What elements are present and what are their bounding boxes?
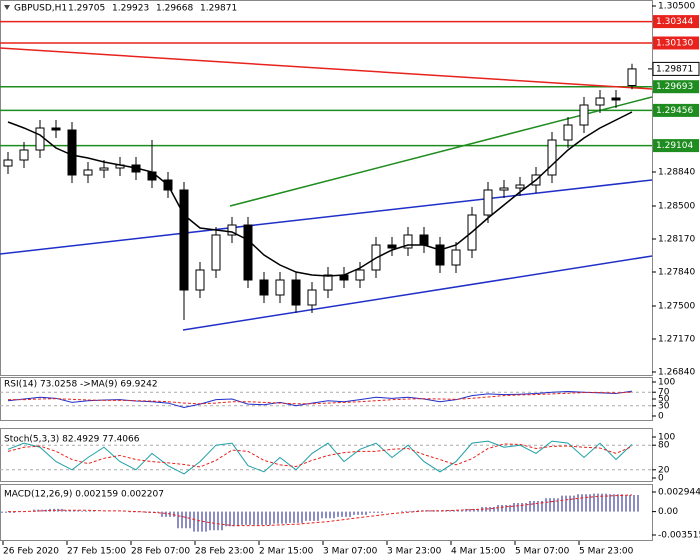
- chart-title: GBPUSD,H1: [14, 4, 67, 14]
- candle-body: [355, 269, 365, 281]
- last-price-label: 1.29871: [656, 64, 693, 74]
- candle-body: [451, 249, 461, 266]
- level-label-box: [653, 80, 699, 94]
- y-tick-label: 100: [658, 378, 675, 388]
- candle-body: [259, 279, 269, 296]
- y-tick-label: 1.27170: [658, 335, 695, 345]
- level-label: 1.30344: [656, 17, 693, 27]
- candle-body: [547, 139, 557, 176]
- x-tick-label: 3 Mar 23:00: [387, 547, 442, 557]
- candle-body: [595, 97, 605, 106]
- candle-body: [515, 184, 525, 189]
- rsi-panel: [0, 377, 653, 421]
- level-label-box: [653, 139, 699, 153]
- candle-body: [307, 289, 317, 306]
- y-tick-label: 1.28840: [658, 168, 695, 178]
- indicator-line: [7, 440, 633, 475]
- candle-body: [627, 68, 637, 87]
- candle-body: [387, 244, 397, 249]
- y-tick-label: 30: [658, 401, 670, 411]
- last-price-box: [652, 61, 700, 76]
- main-panel: [0, 0, 653, 376]
- y-tick-label: 0: [658, 474, 664, 484]
- level-label: 1.29693: [656, 82, 693, 92]
- candle-body: [83, 169, 93, 176]
- candle-body: [483, 189, 493, 216]
- x-tick-label: 28 Feb 23:00: [195, 547, 254, 557]
- candle-body: [563, 124, 573, 141]
- candle-body: [35, 127, 45, 151]
- y-tick-label: 1.27840: [658, 268, 695, 278]
- candle-body: [3, 159, 13, 167]
- candle-body: [179, 189, 189, 291]
- candle-body: [147, 171, 157, 181]
- candle-body: [243, 224, 253, 281]
- level-label-box: [653, 36, 699, 50]
- candle-body: [99, 167, 109, 171]
- candle-body: [611, 97, 621, 101]
- y-tick-label: 70: [658, 388, 670, 398]
- level-label: 1.29456: [656, 106, 693, 116]
- candle-body: [323, 274, 333, 291]
- candle-body: [403, 234, 413, 249]
- indicator-line: [8, 391, 633, 405]
- candle-body: [435, 244, 445, 266]
- candle-body: [211, 234, 221, 271]
- trend-line: [0, 179, 653, 255]
- trend-line: [182, 255, 653, 331]
- x-tick-label: 3 Mar 07:00: [323, 547, 378, 557]
- indicator-title: Stoch(5,3,3) 82.4929 77.4066: [4, 435, 140, 445]
- y-tick-label: 0: [658, 412, 664, 422]
- header-value: 1.29705: [68, 4, 105, 14]
- indicator-line: [7, 443, 633, 468]
- indicator-title: MACD(12,26,9) 0.002159 0.002207: [4, 490, 164, 500]
- level-label: 1.29104: [656, 141, 693, 151]
- trend-line: [0, 47, 653, 90]
- x-tick-label: 26 Feb 2020: [3, 547, 59, 557]
- level-label-box: [653, 15, 699, 29]
- y-tick-label: 1.26840: [658, 368, 695, 378]
- candle-body: [67, 129, 77, 176]
- x-tick-label: 28 Feb 07:00: [131, 547, 190, 557]
- candle-body: [275, 279, 285, 296]
- y-tick-label: 100: [658, 433, 675, 443]
- indicator-title: RSI(14) 73.0258 ->MA(9) 69.9242: [4, 380, 158, 390]
- candle-body: [419, 234, 429, 246]
- level-label: 1.30130: [656, 39, 693, 49]
- header-value: 1.29871: [200, 4, 237, 14]
- candle-body: [291, 279, 301, 306]
- y-tick-label: 1.28500: [658, 202, 695, 212]
- level-label-box: [653, 103, 699, 117]
- candle-body: [227, 224, 237, 236]
- moving-average: [7, 111, 633, 277]
- header-value: 1.29923: [112, 4, 149, 14]
- header-value: 1.29668: [156, 4, 193, 14]
- y-tick-label: 80: [658, 441, 670, 451]
- y-tick-label: 50: [658, 395, 670, 405]
- x-tick-label: 2 Mar 15:00: [259, 547, 314, 557]
- candle-body: [579, 104, 589, 126]
- indicator-line: [8, 494, 633, 527]
- y-tick-label: 0.002944: [658, 488, 700, 498]
- y-tick-label: -0.003515: [658, 531, 700, 541]
- x-tick-label: 5 Mar 07:00: [515, 547, 570, 557]
- x-tick-label: 27 Feb 15:00: [67, 547, 126, 557]
- y-tick-label: 1.27500: [658, 302, 695, 312]
- candle-body: [51, 127, 61, 131]
- stoch-panel: [0, 428, 653, 482]
- y-tick-label: 1.28170: [658, 235, 695, 245]
- candle-body: [499, 187, 509, 191]
- y-tick-label: 0.00: [658, 507, 678, 517]
- x-tick-label: 4 Mar 15:00: [451, 547, 506, 557]
- y-tick-label: 1.30500: [658, 2, 695, 12]
- candle-body: [195, 269, 205, 291]
- indicator-line: [7, 390, 633, 409]
- candle-body: [19, 149, 29, 161]
- y-tick-label: 20: [658, 465, 670, 475]
- symbol-icon: [4, 5, 10, 10]
- x-tick-label: 5 Mar 23:00: [579, 547, 634, 557]
